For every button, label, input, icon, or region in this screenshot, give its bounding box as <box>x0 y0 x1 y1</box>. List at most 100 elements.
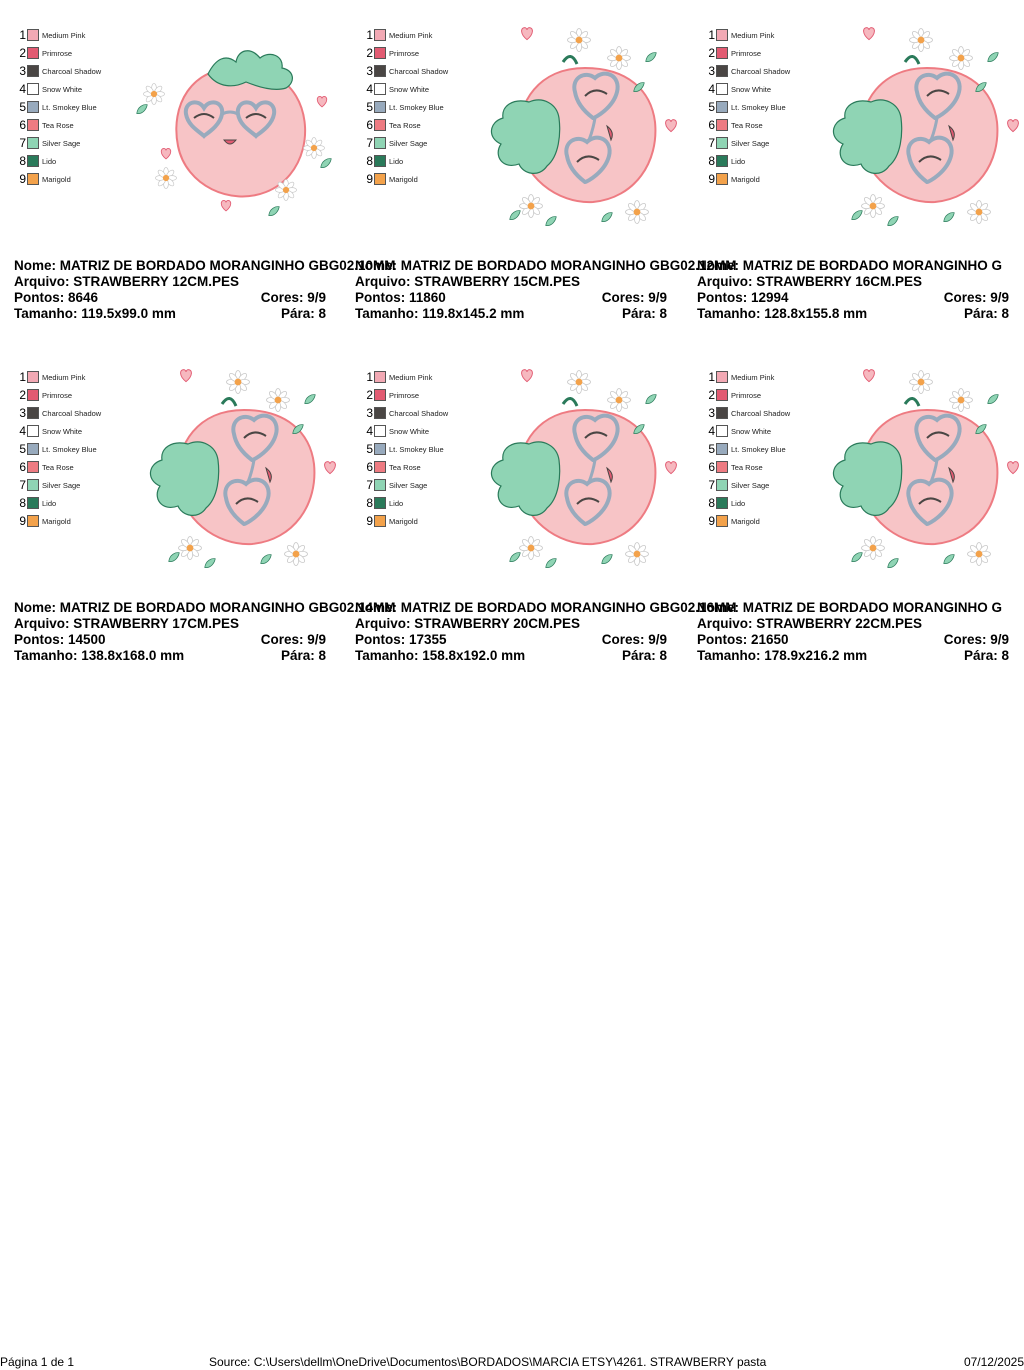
stitch-row: Pontos: 21650 Cores: 9/9 <box>697 632 1009 648</box>
thread-number: 5 <box>708 442 715 456</box>
thread-name: Lt. Smokey Blue <box>731 444 786 454</box>
thread-name: Primrose <box>731 390 762 400</box>
thread-color-item: 9 Marigold <box>361 170 448 188</box>
source-path: Source: C:\Users\dellm\OneDrive\Document… <box>209 1355 767 1369</box>
thread-number: 1 <box>19 28 26 42</box>
thread-name: Primrose <box>731 48 762 58</box>
strawberry-embroidery-illustration <box>832 369 1019 568</box>
design-size: Tamanho: 119.8x145.2 mm <box>355 306 525 321</box>
stitch-count: Pontos: 14500 <box>14 632 106 647</box>
design-size: Tamanho: 138.8x168.0 mm <box>14 648 185 663</box>
thread-name: Lido <box>42 498 57 508</box>
thread-swatch <box>716 497 728 509</box>
stop-count: Pára: 8 <box>621 306 667 321</box>
thread-number: 7 <box>366 136 373 150</box>
design-info: Nome: MATRIZ DE BORDADO MORANGINHO G Arqu… <box>697 600 1024 664</box>
thread-name: Lido <box>731 156 746 166</box>
thread-number: 2 <box>19 46 26 60</box>
design-preview <box>126 6 352 232</box>
thread-number: 4 <box>19 82 26 96</box>
thread-name: Primrose <box>389 48 420 58</box>
thread-swatch <box>716 29 728 41</box>
thread-color-item: 2 Primrose <box>14 44 101 62</box>
thread-swatch <box>374 119 386 131</box>
thread-swatch <box>374 479 386 491</box>
thread-number: 7 <box>19 478 26 492</box>
thread-swatch <box>716 461 728 473</box>
thread-swatch <box>374 443 386 455</box>
thread-name: Lt. Smokey Blue <box>42 444 97 454</box>
design-card: 1 Medium Pink 2 Primrose 3 Charcoal Shadow 4 Sn… <box>14 0 396 330</box>
thread-number: 6 <box>19 118 26 132</box>
thread-name: Snow White <box>389 426 430 436</box>
thread-swatch <box>27 47 39 59</box>
thread-name: Marigold <box>389 174 418 184</box>
thread-name: Charcoal Shadow <box>389 408 449 418</box>
thread-number: 4 <box>708 82 715 96</box>
color-count: Cores: 9/9 <box>601 632 667 647</box>
thread-number: 9 <box>366 514 373 528</box>
thread-number: 9 <box>708 514 715 528</box>
thread-number: 4 <box>366 82 373 96</box>
design-preview <box>467 348 693 574</box>
thread-name: Primrose <box>42 390 73 400</box>
thread-number: 2 <box>708 46 715 60</box>
thread-color-item: 6 Tea Rose <box>361 116 448 134</box>
thread-color-item: 6 Tea Rose <box>14 116 101 134</box>
thread-swatch <box>27 371 39 383</box>
stitch-count: Pontos: 8646 <box>14 290 99 305</box>
thread-number: 9 <box>708 172 715 186</box>
thread-name: Snow White <box>42 84 83 94</box>
thread-number: 4 <box>19 424 26 438</box>
size-row: Tamanho: 138.8x168.0 mm Pára: 8 <box>14 648 326 664</box>
thread-color-list: 1 Medium Pink 2 Primrose 3 Charcoal Shadow 4 Sn… <box>361 368 448 530</box>
thread-number: 3 <box>19 406 26 420</box>
thread-swatch <box>374 101 386 113</box>
thread-color-item: 4 Snow White <box>361 422 448 440</box>
thread-color-item: 7 Silver Sage <box>14 476 101 494</box>
thread-color-item: 2 Primrose <box>361 386 448 404</box>
design-card: 1 Medium Pink 2 Primrose 3 Charcoal Shadow 4 Sn… <box>697 0 1024 330</box>
page-number: Página 1 de 1 <box>0 1355 75 1369</box>
thread-number: 5 <box>708 100 715 114</box>
thread-swatch <box>27 461 39 473</box>
thread-name: Charcoal Shadow <box>42 66 102 76</box>
thread-color-item: 5 Lt. Smokey Blue <box>361 440 448 458</box>
thread-number: 6 <box>366 118 373 132</box>
thread-swatch <box>27 443 39 455</box>
stitch-count: Pontos: 11860 <box>355 290 446 305</box>
stitch-count: Pontos: 12994 <box>697 290 789 305</box>
stop-count: Pára: 8 <box>963 306 1009 321</box>
thread-swatch <box>716 83 728 95</box>
thread-swatch <box>374 65 386 77</box>
color-count: Cores: 9/9 <box>943 632 1009 647</box>
thread-name: Charcoal Shadow <box>731 408 791 418</box>
thread-number: 3 <box>19 64 26 78</box>
thread-number: 7 <box>19 136 26 150</box>
thread-swatch <box>716 119 728 131</box>
thread-name: Snow White <box>731 426 772 436</box>
thread-color-item: 8 Lido <box>703 494 790 512</box>
thread-color-item: 4 Snow White <box>703 80 790 98</box>
thread-name: Lido <box>731 498 746 508</box>
thread-number: 3 <box>366 406 373 420</box>
thread-color-item: 5 Lt. Smokey Blue <box>703 98 790 116</box>
design-preview <box>467 6 693 232</box>
thread-color-item: 1 Medium Pink <box>361 26 448 44</box>
thread-color-item: 8 Lido <box>361 494 448 512</box>
thread-color-item: 9 Marigold <box>361 512 448 530</box>
design-name: Nome: MATRIZ DE BORDADO MORANGINHO GBG02… <box>14 600 396 615</box>
thread-number: 4 <box>366 424 373 438</box>
thread-swatch <box>27 65 39 77</box>
design-name: Nome: MATRIZ DE BORDADO MORANGINHO GBG02… <box>355 258 737 273</box>
thread-number: 8 <box>366 154 373 168</box>
thread-number: 3 <box>366 64 373 78</box>
thread-number: 6 <box>708 118 715 132</box>
thread-color-list: 1 Medium Pink 2 Primrose 3 Charcoal Shadow 4 Sn… <box>361 26 448 188</box>
design-size: Tamanho: 119.5x99.0 mm <box>14 306 176 321</box>
thread-name: Lt. Smokey Blue <box>42 102 97 112</box>
thread-color-item: 1 Medium Pink <box>361 368 448 386</box>
thread-name: Lt. Smokey Blue <box>731 102 786 112</box>
thread-color-item: 9 Marigold <box>703 512 790 530</box>
design-card: 1 Medium Pink 2 Primrose 3 Charcoal Shadow 4 Sn… <box>355 342 737 672</box>
